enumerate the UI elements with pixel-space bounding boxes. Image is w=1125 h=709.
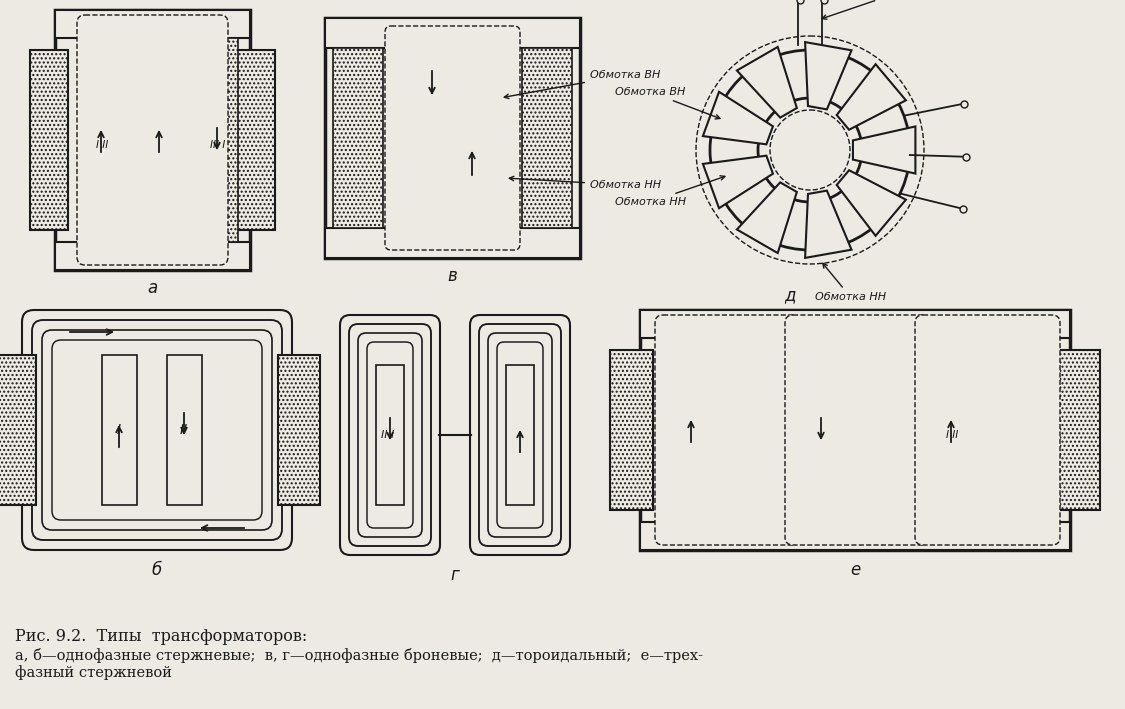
Bar [376, 365, 404, 505]
Bar [0, 355, 36, 505]
Bar [333, 48, 383, 228]
Text: Обмотка ВН: Обмотка ВН [504, 70, 660, 99]
Bar [393, 156, 433, 192]
Polygon shape [806, 42, 852, 109]
Bar [30, 50, 68, 230]
FancyBboxPatch shape [915, 315, 1060, 545]
Bar [522, 48, 572, 228]
Bar [393, 84, 433, 120]
Bar [462, 192, 502, 228]
Bar [462, 156, 502, 192]
Bar [55, 10, 250, 270]
Bar [610, 350, 652, 510]
Bar [325, 228, 580, 258]
Bar [640, 522, 1070, 550]
FancyBboxPatch shape [76, 15, 228, 265]
Text: Рис. 9.2.  Типы  трансформаторов:: Рис. 9.2. Типы трансформаторов: [15, 628, 307, 645]
Bar [640, 310, 1070, 338]
FancyBboxPatch shape [349, 324, 431, 546]
FancyBboxPatch shape [479, 324, 561, 546]
FancyBboxPatch shape [488, 333, 552, 537]
Bar [506, 365, 534, 505]
Bar [809, 353, 832, 507]
Bar [433, 48, 462, 228]
FancyBboxPatch shape [367, 342, 413, 528]
Text: III I: III I [210, 140, 226, 150]
Bar [640, 310, 1070, 550]
Bar [102, 355, 137, 505]
Bar [325, 18, 580, 48]
Bar [55, 242, 250, 270]
FancyBboxPatch shape [52, 340, 262, 520]
Text: II: II [180, 423, 188, 437]
Text: I II: I II [946, 430, 958, 440]
Bar [237, 50, 274, 230]
FancyBboxPatch shape [785, 315, 930, 545]
Polygon shape [853, 126, 916, 174]
Polygon shape [737, 47, 796, 118]
Text: Обмотка ВН: Обмотка ВН [615, 87, 720, 119]
Text: Обмотка ВН: Обмотка ВН [822, 0, 935, 19]
Text: г: г [451, 566, 459, 584]
Bar [462, 84, 502, 120]
Text: б: б [152, 561, 162, 579]
Polygon shape [737, 182, 796, 253]
Text: I: I [117, 423, 122, 437]
Text: Обмотка НН: Обмотка НН [814, 263, 886, 302]
Polygon shape [837, 170, 906, 236]
Text: е: е [849, 561, 861, 579]
Bar [325, 18, 580, 258]
FancyBboxPatch shape [42, 330, 272, 530]
Polygon shape [703, 156, 773, 208]
Bar [795, 338, 847, 522]
FancyBboxPatch shape [470, 315, 570, 555]
Bar [393, 120, 433, 156]
Bar [462, 48, 502, 84]
Text: II I: II I [381, 430, 395, 440]
Polygon shape [806, 191, 852, 258]
FancyBboxPatch shape [32, 320, 282, 540]
Text: Обмотка НН: Обмотка НН [510, 177, 662, 190]
Bar [196, 38, 238, 242]
Bar [925, 338, 976, 522]
Text: а, б—однофазные стержневые;  в, г—однофазные броневые;  д—тороидальный;  е—трех-: а, б—однофазные стержневые; в, г—однофаз… [15, 648, 703, 680]
FancyBboxPatch shape [358, 333, 422, 537]
Polygon shape [703, 91, 773, 145]
Text: д: д [784, 286, 795, 304]
Bar [680, 353, 703, 507]
FancyBboxPatch shape [497, 342, 543, 528]
Polygon shape [837, 65, 906, 130]
Bar [462, 120, 502, 156]
Text: в: в [447, 267, 457, 285]
FancyBboxPatch shape [385, 26, 520, 250]
Bar [393, 48, 433, 84]
Bar [55, 10, 250, 38]
Bar [80, 38, 122, 242]
FancyBboxPatch shape [655, 315, 800, 545]
Bar [393, 192, 433, 228]
Bar [152, 43, 166, 237]
Bar [939, 353, 963, 507]
FancyBboxPatch shape [340, 315, 440, 555]
Bar [138, 38, 180, 242]
Text: а: а [147, 279, 158, 297]
Bar [166, 355, 202, 505]
Bar [665, 338, 717, 522]
Bar [278, 355, 320, 505]
FancyBboxPatch shape [22, 310, 292, 550]
Text: I II: I II [96, 140, 108, 150]
Bar [210, 43, 224, 237]
Text: Обмотка НН: Обмотка НН [615, 176, 724, 207]
Bar [1058, 350, 1100, 510]
Bar [94, 43, 108, 237]
